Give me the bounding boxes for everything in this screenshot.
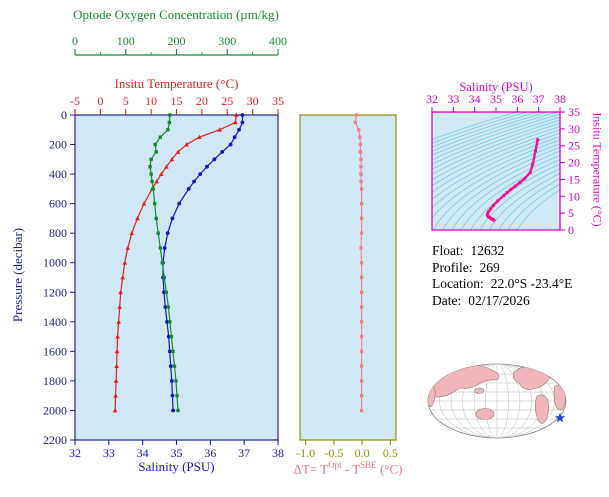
isopycnal-contours [432, 112, 560, 230]
float-value: 12632 [470, 243, 505, 258]
svg-text:800: 800 [49, 226, 67, 240]
svg-text:36: 36 [204, 446, 216, 460]
svg-text:1800: 1800 [43, 374, 67, 388]
svg-text:15: 15 [171, 94, 183, 108]
svg-text:1200: 1200 [43, 285, 67, 299]
float-info-block: Float: 12632 Profile: 269 Location: 22.0°S … [432, 243, 572, 309]
svg-text:20: 20 [196, 94, 208, 108]
svg-text:0: 0 [97, 94, 103, 108]
float-location-star [554, 412, 566, 423]
svg-text:37: 37 [533, 92, 545, 106]
ts-temperature-axis-title: Insitu Temperature (°C) [590, 112, 605, 227]
svg-text:0.0: 0.0 [355, 446, 370, 460]
svg-text:35: 35 [272, 94, 284, 108]
profile-label: Profile: [432, 259, 473, 275]
svg-text:34: 34 [469, 92, 481, 106]
oxygen-axis-title: Optode Oxygen Concentration (µm/kg) [73, 7, 279, 22]
float-label: Float: [432, 243, 464, 258]
svg-text:0: 0 [72, 34, 78, 48]
svg-text:38: 38 [272, 446, 284, 460]
location-value: 22.0°S -23.4°E [490, 276, 573, 291]
svg-text:-0.5: -0.5 [324, 446, 343, 460]
profile-info-line: Profile: 269 [432, 260, 572, 277]
delta-t-label-pre: ΔT= T [293, 461, 329, 477]
svg-text:34: 34 [137, 446, 149, 460]
svg-text:38: 38 [554, 92, 566, 106]
svg-text:20: 20 [568, 156, 580, 170]
pressure-axis-title: Pressure (decibar) [10, 227, 25, 323]
float-info-line: Float: 12632 [432, 243, 572, 260]
svg-text:200: 200 [168, 34, 186, 48]
delta-t-label-sup-sbe: SBE [360, 460, 377, 470]
svg-text:0.5: 0.5 [383, 446, 398, 460]
svg-text:32: 32 [426, 92, 438, 106]
svg-text:15: 15 [568, 172, 580, 186]
svg-text:400: 400 [49, 167, 67, 181]
oxygen-profile-series [148, 113, 180, 413]
location-label: Location: [432, 276, 484, 291]
svg-text:37: 37 [238, 446, 250, 460]
svg-text:35: 35 [490, 92, 502, 106]
svg-text:-1.0: -1.0 [296, 446, 315, 460]
pressure-profile-panel: 0200400600800100012001400160018002000220… [43, 34, 287, 460]
salinity-axis-title: Salinity (PSU) [138, 459, 215, 474]
svg-text:35: 35 [568, 105, 580, 119]
world-map [427, 363, 567, 439]
svg-text:100: 100 [117, 34, 135, 48]
profile-value: 269 [479, 259, 500, 275]
svg-text:-5: -5 [70, 94, 80, 108]
ts-salinity-axis-title: Salinity (PSU) [459, 80, 533, 94]
temperature-profile-series [112, 112, 239, 413]
temperature-axis-title: Insitu Temperature (°C) [114, 76, 239, 91]
delta-t-panel: -1.0 -0.5 0.0 0.5 [296, 113, 398, 460]
svg-text:32: 32 [69, 446, 81, 460]
delta-t-axis-title: ΔT= TOpt - TSBE (°C) [288, 460, 408, 477]
date-label: Date: [432, 292, 462, 308]
date-value: 02/17/2026 [468, 292, 530, 308]
delta-t-series [353, 113, 364, 413]
t-s-diagram-panel: 32 33 34 35 36 37 38 0 5 10 15 20 25 30 35 [426, 92, 580, 237]
svg-text:0: 0 [61, 108, 67, 122]
svg-text:33: 33 [103, 446, 115, 460]
svg-text:25: 25 [568, 139, 580, 153]
svg-text:2000: 2000 [43, 403, 67, 417]
svg-text:30: 30 [247, 94, 259, 108]
svg-text:1400: 1400 [43, 315, 67, 329]
t-s-curve [485, 137, 540, 222]
delta-t-label-post: (°C) [376, 461, 403, 477]
location-info-line: Location: 22.0°S -23.4°E [432, 276, 572, 293]
svg-text:1000: 1000 [43, 256, 67, 270]
svg-text:10: 10 [145, 94, 157, 108]
svg-text:33: 33 [447, 92, 459, 106]
svg-text:300: 300 [218, 34, 236, 48]
svg-text:10: 10 [568, 189, 580, 203]
svg-text:1600: 1600 [43, 344, 67, 358]
svg-text:0: 0 [568, 223, 574, 237]
svg-text:5: 5 [123, 94, 129, 108]
svg-text:200: 200 [49, 138, 67, 152]
date-info-line: Date: 02/17/2026 [432, 293, 572, 310]
svg-text:2200: 2200 [43, 433, 67, 447]
svg-text:25: 25 [221, 94, 233, 108]
svg-text:35: 35 [171, 446, 183, 460]
delta-t-label-mid: - T [341, 461, 361, 477]
svg-text:5: 5 [568, 206, 574, 220]
delta-t-label-sup-opt: Opt [328, 460, 342, 470]
svg-text:30: 30 [568, 122, 580, 136]
svg-text:400: 400 [269, 34, 287, 48]
svg-text:36: 36 [511, 92, 523, 106]
svg-text:600: 600 [49, 197, 67, 211]
